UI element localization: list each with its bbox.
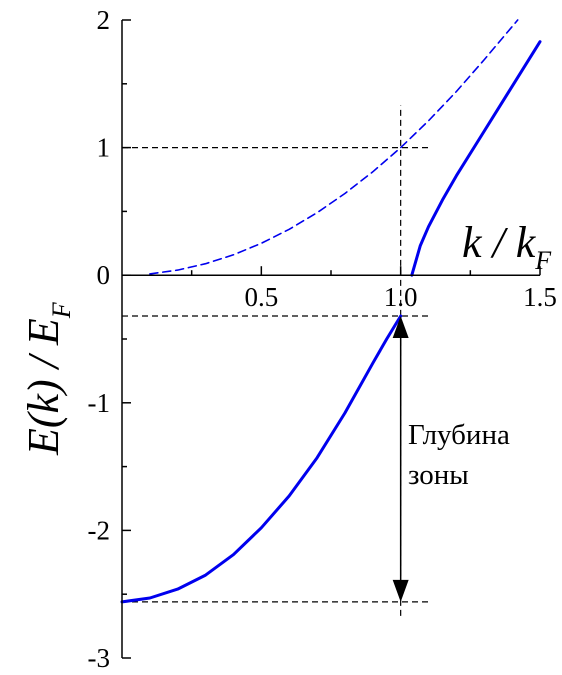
y-tick-label: -2 <box>88 515 111 545</box>
y-tick-label: -1 <box>88 388 111 418</box>
y-axis-title: E(k) / EF <box>19 301 76 456</box>
arrow-head-down <box>392 579 409 602</box>
y-tick-label: 1 <box>97 133 111 163</box>
y-axis-title-main: E(k) / E <box>19 318 68 456</box>
y-tick-label: -3 <box>88 643 111 673</box>
x-tick-label: 1.0 <box>384 282 418 312</box>
arrow-head-up <box>392 316 409 339</box>
series-line-2 <box>410 40 542 277</box>
y-axis-title-subscript: F <box>47 301 76 319</box>
axes: 2 1 0 -1 -2 -3 0.5 1.0 1.5 <box>88 5 557 673</box>
x-axis-title-main: k / k <box>462 218 537 267</box>
x-tick-label: 1.5 <box>523 282 557 312</box>
y-tick-label: 0 <box>97 260 111 290</box>
annotation-line-2: зоны <box>408 459 469 491</box>
series-line-0 <box>149 19 519 275</box>
x-tick-label: 0.5 <box>244 282 278 312</box>
y-tick-label: 2 <box>97 5 111 35</box>
depth-arrow <box>392 316 409 602</box>
reference-lines <box>122 105 432 616</box>
annotation-line-1: Глубина <box>408 419 510 451</box>
series-line-1 <box>120 314 403 604</box>
x-axis-title-subscript: F <box>534 246 552 275</box>
x-axis-title: k / kF <box>462 218 552 275</box>
series-layer <box>120 19 542 604</box>
